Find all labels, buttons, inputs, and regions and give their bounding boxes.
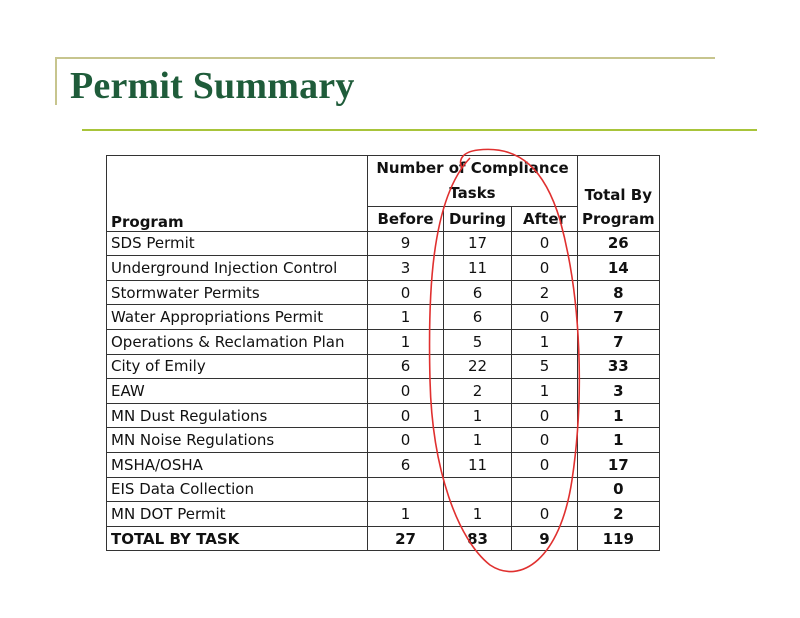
table-row: EAW 0 2 1 3	[106, 378, 660, 404]
total-cell: 8	[577, 279, 660, 306]
table-row: Stormwater Permits 0 6 2 8	[106, 279, 660, 306]
before-cell: 9	[367, 230, 444, 257]
before-cell: 0	[367, 279, 444, 306]
during-cell: 11	[443, 255, 512, 281]
during-total-cell: 83	[443, 525, 512, 552]
during-cell: 6	[443, 279, 512, 306]
program-cell: EIS Data Collection	[106, 476, 368, 503]
table-row: Underground Injection Control 3 11 0 14	[106, 255, 660, 281]
during-cell: 5	[443, 328, 512, 355]
permit-summary-table: Program Number of Compliance Tasks Total…	[106, 155, 660, 552]
program-cell: MSHA/OSHA	[106, 451, 368, 478]
total-by-task-row: TOTAL BY TASK 27 83 9 119	[106, 525, 660, 552]
program-cell: MN DOT Permit	[106, 501, 368, 527]
after-cell: 0	[511, 501, 578, 527]
before-cell: 1	[367, 304, 444, 330]
after-cell: 1	[511, 328, 578, 355]
after-cell: 0	[511, 304, 578, 330]
during-cell: 11	[443, 451, 512, 478]
title-frame-top-line	[55, 57, 715, 59]
table-row: MSHA/OSHA 6 11 0 17	[106, 451, 660, 478]
table-body: SDS Permit 9 17 0 26 Underground Injection Co…	[106, 230, 660, 552]
during-cell: 1	[443, 427, 512, 453]
table-row: Water Appropriations Permit 1 6 0 7	[106, 304, 660, 330]
header-compliance-tasks: Number of Compliance Tasks	[367, 155, 578, 207]
header-during: During	[443, 206, 512, 232]
header-total-by-program: Total By Program	[577, 155, 660, 232]
after-cell: 2	[511, 279, 578, 306]
before-cell: 0	[367, 402, 444, 429]
program-cell: MN Dust Regulations	[106, 402, 368, 429]
program-cell: SDS Permit	[106, 230, 368, 257]
total-cell: 17	[577, 451, 660, 478]
total-label-cell: TOTAL BY TASK	[106, 525, 368, 552]
header-after: After	[511, 206, 578, 232]
during-cell: 17	[443, 230, 512, 257]
after-cell: 0	[511, 451, 578, 478]
total-cell: 7	[577, 304, 660, 330]
during-cell: 1	[443, 501, 512, 527]
header-program: Program	[106, 155, 368, 232]
after-cell: 5	[511, 353, 578, 380]
total-cell: 1	[577, 402, 660, 429]
table-row: MN DOT Permit 1 1 0 2	[106, 501, 660, 527]
page-title: Permit Summary	[70, 65, 355, 107]
after-cell: 0	[511, 230, 578, 257]
total-cell: 0	[577, 476, 660, 503]
title-frame-left-line	[55, 57, 57, 105]
title-underline	[82, 129, 757, 131]
after-cell	[511, 476, 578, 503]
after-cell: 0	[511, 427, 578, 453]
table-row: EIS Data Collection 0	[106, 476, 660, 503]
before-cell	[367, 476, 444, 503]
during-cell: 1	[443, 402, 512, 429]
table-row: Operations & Reclamation Plan 1 5 1 7	[106, 328, 660, 355]
before-cell: 3	[367, 255, 444, 281]
total-cell: 7	[577, 328, 660, 355]
before-cell: 1	[367, 328, 444, 355]
during-cell: 2	[443, 378, 512, 404]
program-cell: City of Emily	[106, 353, 368, 380]
after-total-cell: 9	[511, 525, 578, 552]
program-cell: Operations & Reclamation Plan	[106, 328, 368, 355]
table-row: MN Dust Regulations 0 1 0 1	[106, 402, 660, 429]
program-cell: Stormwater Permits	[106, 279, 368, 306]
program-cell: Water Appropriations Permit	[106, 304, 368, 330]
table-row: City of Emily 6 22 5 33	[106, 353, 660, 380]
table-row: MN Noise Regulations 0 1 0 1	[106, 427, 660, 453]
header-before: Before	[367, 206, 444, 232]
after-cell: 1	[511, 378, 578, 404]
after-cell: 0	[511, 255, 578, 281]
program-cell: Underground Injection Control	[106, 255, 368, 281]
before-cell: 6	[367, 451, 444, 478]
table-row: SDS Permit 9 17 0 26	[106, 230, 660, 257]
before-total-cell: 27	[367, 525, 444, 552]
program-cell: MN Noise Regulations	[106, 427, 368, 453]
before-cell: 1	[367, 501, 444, 527]
before-cell: 0	[367, 378, 444, 404]
before-cell: 6	[367, 353, 444, 380]
grand-total-cell: 119	[577, 525, 660, 552]
total-cell: 3	[577, 378, 660, 404]
total-cell: 33	[577, 353, 660, 380]
during-cell: 22	[443, 353, 512, 380]
after-cell: 0	[511, 402, 578, 429]
during-cell	[443, 476, 512, 503]
program-cell: EAW	[106, 378, 368, 404]
total-cell: 1	[577, 427, 660, 453]
before-cell: 0	[367, 427, 444, 453]
during-cell: 6	[443, 304, 512, 330]
total-cell: 26	[577, 230, 660, 257]
total-cell: 14	[577, 255, 660, 281]
total-cell: 2	[577, 501, 660, 527]
